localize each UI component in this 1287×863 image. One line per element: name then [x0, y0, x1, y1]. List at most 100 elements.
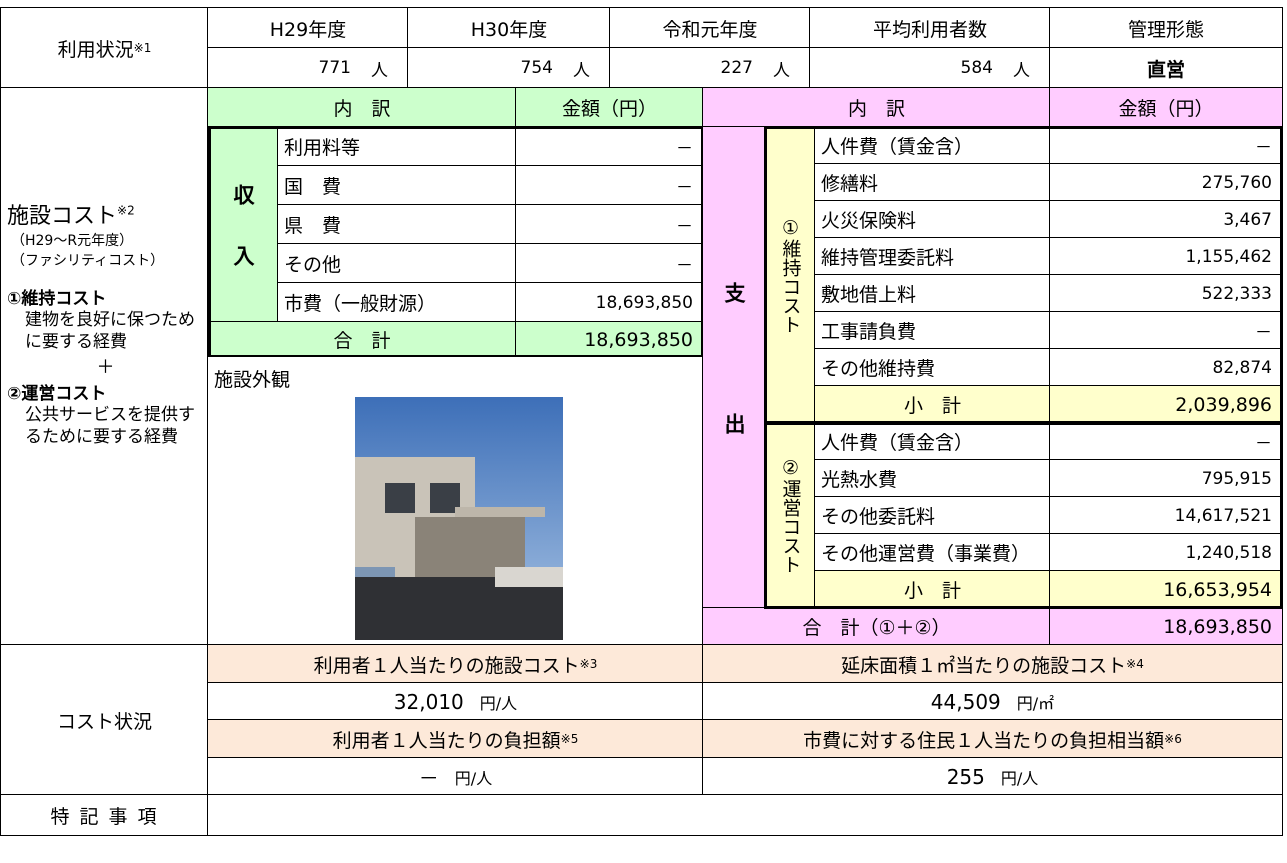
remarks-content	[207, 794, 1283, 836]
status-label: コスト状況	[0, 644, 209, 796]
income-amount: 18,693,850	[515, 282, 704, 323]
status-title: 利用者１人当たりの負担額	[332, 729, 561, 752]
income-amount: －	[515, 165, 704, 206]
unit: 人	[773, 60, 790, 81]
expense-item: 光熱水費	[814, 459, 1051, 498]
income-amount: －	[515, 204, 704, 245]
expense-amount: 3,467	[1049, 200, 1283, 239]
usage-value: 754	[520, 58, 553, 78]
op-desc: 公共サービスを提供するために要する経費	[25, 405, 195, 447]
unit: 人	[1013, 60, 1030, 81]
header: 管理形態	[1049, 7, 1283, 49]
facility-photo	[355, 397, 563, 640]
remarks-label: 特 記 事 項	[0, 794, 209, 836]
usage-value: 227	[720, 58, 753, 78]
status-unit: 円/㎡	[1016, 693, 1055, 713]
expense-amount: 82,874	[1049, 348, 1283, 387]
cost-sub: （ファシリティコスト）	[11, 253, 165, 269]
note: ※6	[1164, 732, 1182, 746]
usage-cell: 227 人	[609, 47, 811, 89]
expense-item: 人件費（賃金含）	[814, 126, 1051, 165]
usage-value: 771	[318, 58, 351, 78]
expense-amount: －	[1049, 311, 1283, 350]
expense-amount: 275,760	[1049, 163, 1283, 202]
status-value: 255	[946, 764, 985, 789]
income-item: 利用料等	[277, 126, 517, 167]
status-value: －	[418, 766, 439, 790]
expense-amount: －	[1049, 126, 1283, 165]
photo-label: 施設外観	[214, 369, 291, 391]
status-title-cell: 利用者１人当たりの負担額 ※5	[207, 719, 704, 759]
income-header: 内 訳	[207, 87, 517, 128]
usage-cell: 584 人	[809, 47, 1051, 89]
status-value-cell: 32,010 円/人	[207, 682, 704, 721]
expense-header: 金額（円）	[1049, 87, 1283, 128]
note: ※3	[579, 657, 598, 671]
status-title-cell: 市費に対する住民１人当たりの負担相当額 ※6	[702, 719, 1283, 759]
status-unit: 円/人	[454, 768, 493, 788]
usage-label: 利用状況	[57, 38, 134, 61]
income-item: 国 費	[277, 165, 517, 206]
expense-amount: 1,240,518	[1049, 533, 1283, 572]
income-item: 市費（一般財源）	[277, 282, 517, 323]
unit: 人	[573, 60, 590, 81]
income-item: その他	[277, 243, 517, 284]
unit: 人	[371, 60, 388, 81]
status-title: 市費に対する住民１人当たりの負担相当額	[803, 729, 1165, 752]
expense-total: 18,693,850	[1049, 607, 1283, 646]
income-total: 18,693,850	[515, 321, 704, 358]
usage-cell: 754 人	[407, 47, 611, 89]
status-value: 32,010	[393, 689, 464, 714]
maint-title: ①維持コスト	[7, 289, 107, 309]
income-amount: －	[515, 126, 704, 167]
status-unit: 円/人	[479, 693, 518, 713]
income-amount: －	[515, 243, 704, 284]
usage-value: 584	[960, 58, 993, 78]
expense-item: 修繕料	[814, 163, 1051, 202]
status-unit: 円/人	[1000, 768, 1039, 788]
expense-header: 内 訳	[702, 87, 1051, 128]
subtotal-label: 小 計	[814, 385, 1051, 424]
cost-label-cell: 施設コスト※2 （H29～R元年度） （ファシリティコスト） ①維持コスト 建物…	[0, 87, 209, 646]
plus: ＋	[96, 357, 115, 378]
income-header: 金額（円）	[515, 87, 704, 128]
header: 平均利用者数	[809, 7, 1051, 49]
note: ※4	[1126, 657, 1144, 671]
expense-item: 人件費（賃金含）	[814, 422, 1051, 461]
expense-item: その他維持費	[814, 348, 1051, 387]
note: ※1	[133, 41, 152, 55]
expense-amount: 1,155,462	[1049, 237, 1283, 276]
header: H29年度	[207, 7, 409, 49]
subtotal: 16,653,954	[1049, 570, 1283, 609]
expense-item: その他運営費（事業費）	[814, 533, 1051, 572]
expense-amount: 795,915	[1049, 459, 1283, 498]
status-value-cell: 44,509 円/㎡	[702, 682, 1283, 721]
expense-amount: 14,617,521	[1049, 496, 1283, 535]
income-total-label: 合 計	[207, 321, 517, 358]
op-title: ②運営コスト	[7, 384, 107, 404]
subtotal: 2,039,896	[1049, 385, 1283, 424]
income-label: 収入	[207, 126, 279, 323]
expense-item: その他委託料	[814, 496, 1051, 535]
expense-item: 火災保険料	[814, 200, 1051, 239]
status-title: 利用者１人当たりの施設コスト	[313, 654, 580, 677]
status-title: 延床面積１㎡当たりの施設コスト	[841, 654, 1127, 677]
expense-amount: 522,333	[1049, 274, 1283, 313]
status-value: 44,509	[930, 689, 1001, 714]
header: 令和元年度	[609, 7, 811, 49]
cost-label: 施設コスト	[7, 204, 118, 229]
usage-cell: 771 人	[207, 47, 409, 89]
income-item: 県 費	[277, 204, 517, 245]
note: ※5	[560, 732, 579, 746]
maint-label: ①維持コスト	[764, 126, 816, 424]
status-value-cell: 255 円/人	[702, 757, 1283, 796]
cost-title: 施設コスト※2	[7, 198, 135, 230]
cost-sub: （H29～R元年度）	[11, 233, 134, 249]
expense-item: 敷地借上料	[814, 274, 1051, 313]
status-value-cell: － 円/人	[207, 757, 704, 796]
usage-label-cell: 利用状況 ※1	[0, 7, 209, 89]
status-title-cell: 利用者１人当たりの施設コスト ※3	[207, 644, 704, 684]
management-type: 直営	[1049, 47, 1283, 89]
op-label: ②運営コスト	[764, 422, 816, 609]
